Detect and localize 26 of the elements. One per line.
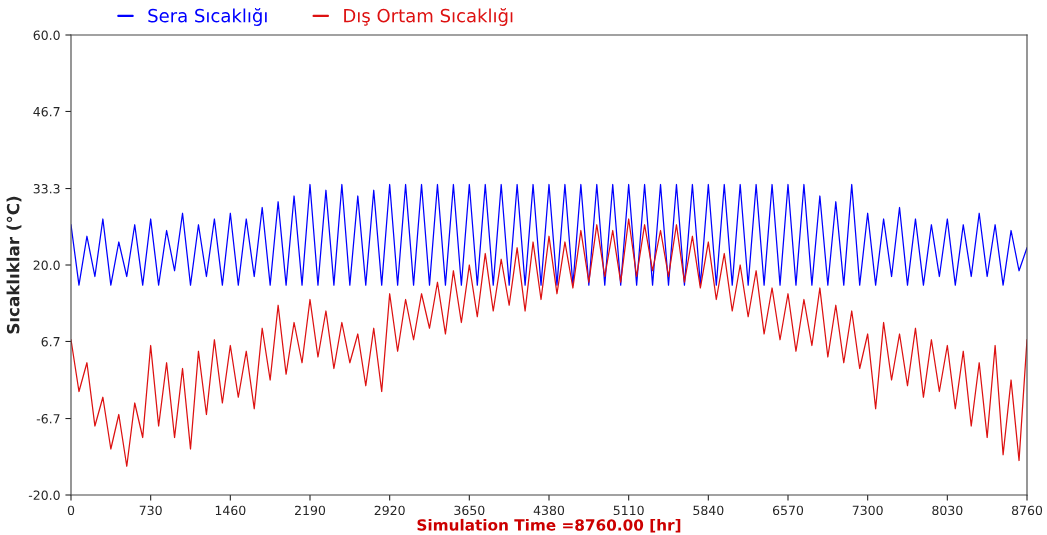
y-tick-label: -6.7 xyxy=(36,414,60,424)
legend-label: Dış Ortam Sıcaklığı xyxy=(344,8,513,26)
x-tick-label: 5840 xyxy=(693,505,724,516)
x-tick-label: 2190 xyxy=(295,505,326,516)
x-axis-title: Simulation Time =8760.00 [hr] xyxy=(417,518,681,533)
y-tick-label: 46.7 xyxy=(33,106,60,117)
x-tick-label: 7300 xyxy=(852,505,883,516)
y-tick-label: 20.0 xyxy=(33,260,60,270)
x-tick-label: 8030 xyxy=(932,505,963,516)
y-tick-label: -20.0 xyxy=(28,490,60,500)
y-tick-label: 33.3 xyxy=(33,184,60,194)
y-tick-label: 6.7 xyxy=(41,336,60,347)
y-tick-label: 60.0 xyxy=(33,30,60,40)
y-axis-title: Sıcaklıklar (°C) xyxy=(6,196,22,334)
x-tick-label: 4380 xyxy=(533,505,565,516)
x-tick-label: 2920 xyxy=(374,505,405,516)
x-tick-label: 1460 xyxy=(215,505,246,516)
line-series xyxy=(71,183,1027,286)
x-tick-label: 0 xyxy=(67,505,75,516)
x-tick-label: 5110 xyxy=(613,505,644,516)
legend-label: Sera Sıcaklığı xyxy=(148,8,267,26)
line-series xyxy=(71,218,1027,467)
x-tick-label: 3650 xyxy=(454,505,485,516)
x-tick-label: 8760 xyxy=(1011,505,1043,516)
x-tick-label: 6570 xyxy=(772,505,804,516)
x-tick-label: 730 xyxy=(139,505,162,516)
